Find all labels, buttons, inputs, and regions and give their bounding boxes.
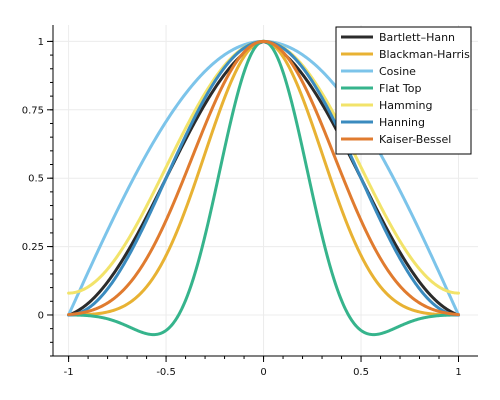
legend-label-cosine: Cosine: [379, 65, 416, 78]
ticks: -1 -0.5 0 0.5 1 0 0.25 0.5 0.75 1: [22, 37, 462, 378]
legend-label-blackman-harris: Blackman-Harris: [379, 48, 470, 61]
legend-box: [335, 26, 472, 155]
series-line-kaiser-bessel: [67, 39, 460, 317]
y-tick-label: 1: [38, 37, 44, 48]
y-tick-label: 0.25: [22, 242, 44, 253]
legend-label-hamming: Hamming: [379, 99, 432, 112]
series-group: [67, 39, 460, 337]
legend-label-flat-top: Flat Top: [379, 82, 422, 95]
x-tick-label: 0.5: [353, 367, 369, 378]
x-tick-label: -1: [64, 367, 74, 378]
legend-label-kaiser-bessel: Kaiser-Bessel: [379, 133, 451, 146]
y-tick-label: 0.5: [28, 174, 44, 185]
y-tick-label: 0.75: [22, 105, 44, 116]
y-tick-label: 0: [38, 310, 44, 321]
x-tick-label: -0.5: [156, 367, 176, 378]
legend-label-hanning: Hanning: [379, 116, 425, 129]
x-tick-label: 0: [260, 367, 266, 378]
legend: Bartlett–Hann Blackman-Harris Cosine Flat T…: [335, 26, 472, 155]
legend-label-bartlett-hann: Bartlett–Hann: [379, 31, 455, 44]
x-tick-label: 1: [455, 367, 461, 378]
